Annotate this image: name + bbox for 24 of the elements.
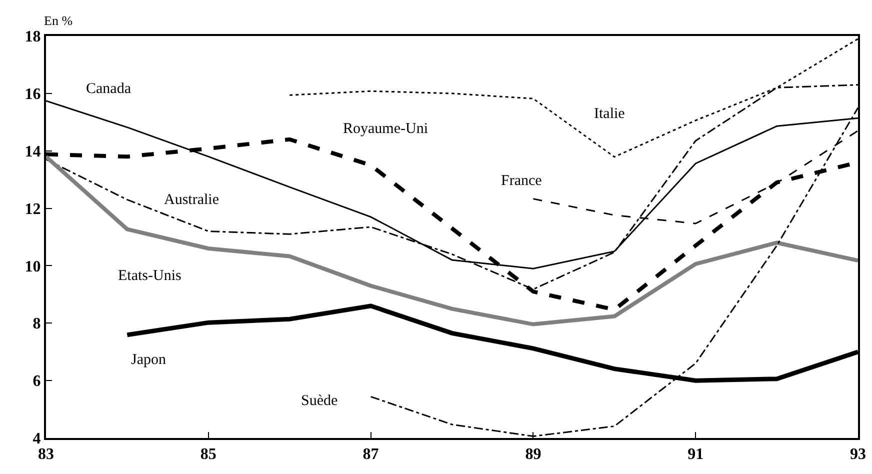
line-series — [46, 154, 858, 326]
x-tick-label: 91 — [688, 446, 704, 464]
y-axis-title: En % — [44, 13, 73, 28]
y-tick-label: 6 — [32, 373, 41, 390]
y-tick-label: 18 — [24, 28, 41, 46]
y-tick-label: 8 — [32, 316, 41, 333]
y-tick-label: 12 — [24, 200, 41, 218]
x-tick-label: 87 — [362, 446, 379, 464]
series-label: France — [501, 173, 542, 189]
series-label: Italie — [594, 106, 626, 122]
series-label: Etats-Unis — [118, 268, 182, 284]
series-label: Japon — [131, 352, 166, 368]
text: Suède — [301, 393, 338, 409]
series-label: Royaume-Uni — [343, 121, 428, 137]
y-tick-label: 4 — [32, 430, 41, 448]
x-tick-label: 93 — [850, 446, 866, 464]
y-tick-label: 10 — [24, 258, 41, 276]
y-tick-label: 14 — [24, 143, 41, 160]
series-label: Australie — [164, 192, 220, 208]
x-tick-label: 89 — [525, 446, 542, 464]
series-label: Canada — [86, 81, 132, 97]
y-tick-label: 16 — [24, 86, 41, 104]
x-tick-label: 83 — [38, 446, 54, 464]
x-tick-label: 85 — [200, 446, 216, 464]
